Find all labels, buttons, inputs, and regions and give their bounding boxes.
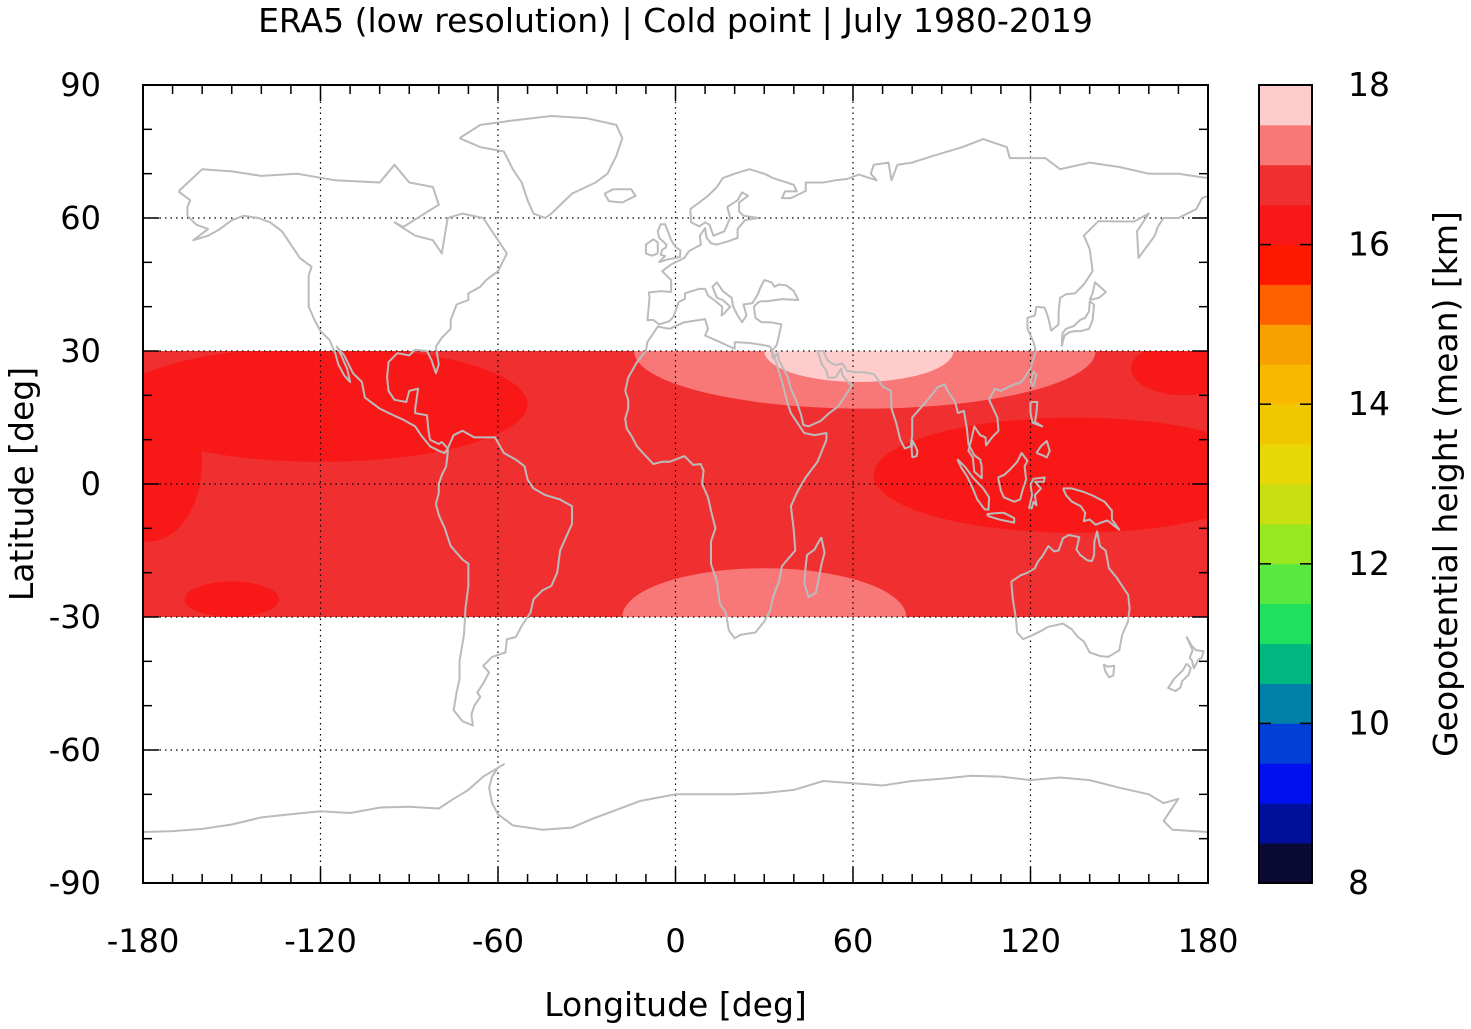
- heatmap-region-6: [143, 382, 203, 542]
- colorbar-bin-2: [1259, 763, 1312, 804]
- heatmap-region-5: [143, 351, 528, 462]
- colorbar-bin-17: [1259, 164, 1312, 206]
- plot-frame: [142, 84, 1209, 884]
- coastline-north-america: [177, 163, 508, 454]
- chart-title: ERA5 (low resolution) | Cold point | Jul…: [258, 1, 1093, 40]
- heatmap-region-4: [1131, 351, 1208, 396]
- colorbar-bin-4: [1259, 683, 1312, 724]
- colorbar-tick-label: 10: [1348, 703, 1390, 742]
- colorbar-bin-18: [1259, 124, 1312, 166]
- coastline-mindanao: [1035, 440, 1051, 459]
- y-tick-label: 0: [81, 465, 101, 503]
- y-tick-label: -30: [49, 598, 101, 636]
- heatmap-layer: [143, 351, 1208, 617]
- colorbar-bin-11: [1259, 404, 1312, 445]
- x-tick-label: 60: [833, 922, 874, 960]
- heatmap-region-1: [764, 351, 954, 383]
- coastline-new-zealand-south: [1167, 662, 1192, 692]
- colorbar-label: Geopotential height (mean) [km]: [1426, 211, 1465, 757]
- heatmap-region-7: [184, 581, 280, 617]
- colorbar-bin-1: [1259, 803, 1312, 844]
- y-tick-labels: 90 60 30 0 -30 -60 -90: [49, 66, 101, 902]
- coastline-hokkaido: [1088, 281, 1107, 301]
- coastline-sumatra: [956, 458, 991, 511]
- coastline-antarctica: [143, 763, 1208, 833]
- colorbar-frame: [1258, 84, 1313, 884]
- coastline-sri-lanka: [910, 440, 919, 459]
- coastline-new-zealand-north: [1185, 636, 1205, 670]
- x-tick-label: -180: [107, 922, 180, 960]
- coastline-sulawesi: [1028, 476, 1046, 510]
- x-tick-label: 120: [1000, 922, 1061, 960]
- coastline-japan: [1060, 300, 1096, 347]
- colorbar-bin-5: [1259, 643, 1312, 684]
- coastline-iceland: [603, 188, 637, 204]
- colorbar-bin-13: [1259, 324, 1312, 365]
- coastline-madagascar: [803, 536, 826, 598]
- colorbar-bin-7: [1259, 563, 1312, 605]
- x-tick-labels: -180 -120 -60 0 60 120 180: [107, 922, 1239, 960]
- x-tick-label: 0: [665, 922, 685, 960]
- colorbar-tick-label: 14: [1348, 384, 1390, 423]
- y-tick-label: 90: [60, 66, 101, 104]
- colorbar-bin-10: [1259, 444, 1312, 485]
- coastline-tasmania: [1102, 663, 1116, 679]
- colorbar-bin-6: [1259, 603, 1312, 644]
- colorbar-bin-16: [1259, 204, 1312, 245]
- heatmap-region-2: [622, 568, 907, 617]
- colorbar-bin-0: [1259, 843, 1312, 884]
- y-tick-label: -90: [49, 864, 101, 902]
- colorbar-tick-label: 8: [1348, 863, 1369, 902]
- colorbar-bin-19: [1259, 85, 1312, 126]
- colorbar-bin-3: [1259, 723, 1312, 764]
- colorbar-bin-12: [1259, 364, 1312, 405]
- y-tick-label: 30: [60, 332, 101, 370]
- x-tick-label: -60: [472, 922, 524, 960]
- colorbar-tick-label: 16: [1348, 225, 1390, 264]
- colorbar-ticks: 8 10 12 14 16 18: [1259, 65, 1390, 902]
- colorbar-bin-9: [1259, 484, 1312, 525]
- heatmap-region-3: [873, 417, 1208, 533]
- coastline-australia: [1010, 530, 1131, 658]
- colorbar-bins: [1259, 85, 1312, 884]
- coastline-great-britain: [656, 223, 682, 264]
- coastline-south-america: [434, 429, 573, 727]
- plot-area: [142, 84, 1209, 884]
- coastline-taiwan: [1029, 370, 1038, 388]
- colorbar-bin-8: [1259, 523, 1312, 565]
- y-axis-label: Latitude [deg]: [2, 367, 41, 601]
- colorbar-bin-15: [1259, 244, 1312, 285]
- coastline-borneo: [997, 452, 1029, 503]
- colorbar-bin-14: [1259, 284, 1312, 325]
- colorbar-tick-label: 18: [1348, 65, 1390, 104]
- coastline-eurasia: [646, 138, 1208, 480]
- coastline-new-guinea: [1062, 487, 1121, 531]
- heatmap-band: [143, 351, 1208, 617]
- coastlines: [143, 115, 1208, 833]
- grid-lines: [143, 85, 1208, 883]
- x-tick-label: -120: [284, 922, 357, 960]
- y-tick-label: 60: [60, 199, 101, 237]
- coastline-africa: [624, 318, 828, 640]
- coastline-greenland: [458, 115, 624, 219]
- coastline-java: [986, 511, 1016, 524]
- y-tick-label: -60: [49, 731, 101, 769]
- coastline-luzon: [1029, 401, 1044, 428]
- colorbar: 8 10 12 14 16 18 Geopotential height (mean) […: [1258, 65, 1465, 902]
- colorbar-tick-label: 12: [1348, 544, 1390, 583]
- x-axis-label: Longitude [deg]: [544, 985, 807, 1024]
- coastline-ireland: [644, 238, 659, 257]
- x-tick-label: 180: [1177, 922, 1238, 960]
